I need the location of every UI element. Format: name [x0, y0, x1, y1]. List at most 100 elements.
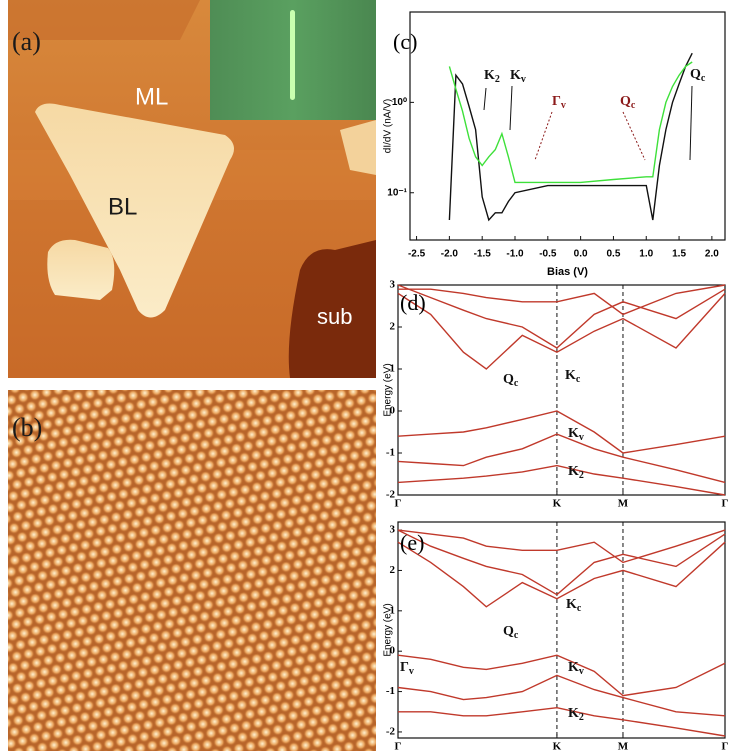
x-tick-label: 1.5: [672, 249, 686, 260]
leader-line: [510, 86, 512, 130]
annotation-sub: c: [631, 100, 636, 111]
region-label: ML: [135, 83, 168, 110]
plot-frame: [398, 285, 725, 495]
y-tick-label: 10⁻¹: [387, 187, 407, 198]
leader-line: [623, 112, 645, 160]
x-tick-label: M: [618, 741, 629, 751]
x-axis-title: Bias (V): [547, 266, 588, 278]
y-tick-label: 3: [390, 524, 396, 536]
x-tick-label: K: [553, 498, 562, 510]
annotation: Qc: [503, 372, 519, 389]
annotation-sub: 2: [579, 712, 584, 723]
plot-frame: [410, 12, 725, 240]
panel-label: (b): [12, 413, 42, 442]
annotation-base: K: [565, 368, 576, 383]
x-tick-label: Γ: [395, 498, 402, 510]
panel-b: (b): [8, 390, 376, 751]
annotation-sub: c: [701, 73, 706, 84]
annotation-sub: c: [577, 603, 582, 614]
data-line: [398, 434, 725, 482]
annotation: K2: [568, 706, 584, 723]
leader-line: [535, 112, 552, 160]
x-tick-label: Γ: [722, 741, 729, 751]
y-axis-title: Energy (eV): [383, 603, 394, 656]
x-tick-label: -2.5: [408, 249, 426, 260]
annotation-sub: c: [514, 630, 519, 641]
chart-panel: ΓKMΓ-2-10123: [386, 279, 729, 510]
x-tick-label: 0.5: [606, 249, 620, 260]
annotation-base: K: [510, 68, 521, 83]
y-tick-label: 10⁰: [392, 97, 407, 108]
annotation-sub: 2: [579, 470, 584, 481]
data-line: [398, 530, 725, 595]
y-tick-label: 2: [390, 564, 396, 576]
x-tick-label: 2.0: [705, 249, 719, 260]
x-tick-label: -2.0: [441, 249, 459, 260]
annotation: Kv: [510, 68, 526, 85]
x-tick-label: 1.0: [639, 249, 653, 260]
x-tick-label: 0.0: [574, 249, 588, 260]
annotation: Kc: [566, 597, 582, 614]
data-line: [398, 675, 725, 715]
y-tick-label: -2: [386, 489, 396, 501]
annotation-base: K: [484, 68, 495, 83]
data-line: [398, 293, 725, 369]
annotation-base: Γ: [552, 94, 561, 109]
annotation: Γv: [552, 94, 566, 111]
region-label: sub: [317, 304, 352, 329]
annotation-sub: 2: [495, 74, 500, 85]
y-axis-title: dI/dV (nA/V): [383, 99, 394, 153]
annotation-sub: v: [579, 666, 584, 677]
annotation: K2: [484, 68, 500, 85]
annotation: Qc: [690, 67, 706, 84]
annotation-sub: c: [576, 374, 581, 385]
x-tick-label: K: [553, 741, 562, 751]
annotation: Kv: [568, 660, 584, 677]
annotation: Γv: [400, 660, 414, 677]
x-tick-label: M: [618, 498, 629, 510]
x-tick-label: -0.5: [539, 249, 557, 260]
data-line: [398, 530, 725, 562]
data-line: [398, 285, 725, 348]
annotation-sub: v: [409, 666, 414, 677]
data-line: [398, 285, 725, 314]
annotation-base: Q: [690, 67, 701, 82]
y-tick-label: -1: [386, 685, 395, 697]
annotation-sub: v: [561, 100, 566, 111]
panel-a: (a) ML BL sub: [8, 0, 376, 378]
y-axis-title: Energy (eV): [383, 363, 394, 416]
annotation: Qc: [503, 624, 519, 641]
rheed-streak: [290, 10, 295, 100]
figure: (a) ML BL sub (b) -2.5 -2.0 -1.5 -1.0 -0.5 0.…: [0, 0, 733, 751]
annotation: Qc: [620, 94, 636, 111]
bilayer-island: [47, 240, 114, 300]
annotation-base: Q: [503, 372, 514, 387]
annotation-base: K: [568, 464, 579, 479]
annotation-base: Q: [503, 624, 514, 639]
region-label: BL: [108, 193, 137, 220]
y-tick-label: -2: [386, 725, 396, 737]
annotation-base: K: [568, 426, 579, 441]
panel-label: (d): [400, 290, 426, 315]
x-tick-label: Γ: [722, 498, 729, 510]
plot-frame: [398, 522, 725, 738]
x-tick-label: Γ: [395, 741, 402, 751]
annotation: Kc: [565, 368, 581, 385]
panel-label: (a): [12, 27, 41, 56]
chart-panel: -2.5 -2.0 -1.5 -1.0 -0.5 0.0 0.5 1.0 1.5 2.0 10⁰ 10…: [387, 12, 725, 260]
annotation-base: K: [566, 597, 577, 612]
y-tick-label: 2: [390, 321, 396, 333]
annotation-sub: v: [521, 74, 526, 85]
annotation: K2: [568, 464, 584, 481]
page: {"figure": { "a": {"panel": "(a)", "regi…: [0, 0, 733, 751]
atomic-image: [8, 390, 376, 751]
annotation: Kv: [568, 426, 584, 443]
leader-line: [484, 88, 486, 110]
data-line: [398, 655, 725, 695]
x-tick-label: -1.0: [506, 249, 524, 260]
annotation-sub: c: [514, 378, 519, 389]
panel-label: (e): [400, 530, 424, 555]
annotation-sub: v: [579, 432, 584, 443]
x-tick-label: -1.5: [474, 249, 492, 260]
